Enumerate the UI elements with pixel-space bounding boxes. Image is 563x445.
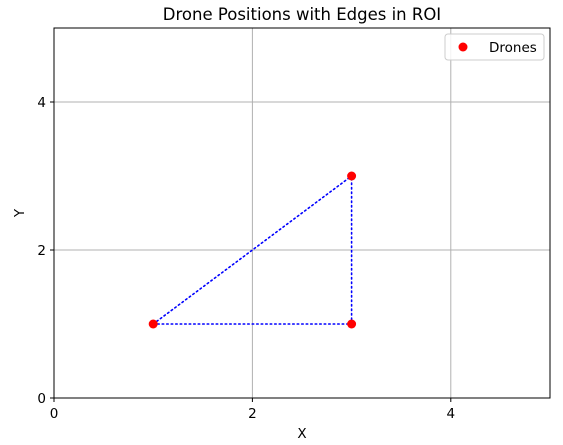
x-tick-label: 0 xyxy=(50,406,59,422)
legend-marker-drones xyxy=(458,42,468,52)
legend: Drones xyxy=(444,33,545,61)
edge-layer xyxy=(152,175,353,325)
y-axis-label: Y xyxy=(12,208,28,218)
drone-point xyxy=(347,171,357,181)
y-tick-label: 2 xyxy=(37,243,46,259)
chart-title: Drone Positions with Edges in ROI xyxy=(163,5,441,24)
y-axis-ticks: 0 2 4 xyxy=(37,95,54,407)
x-axis-label: X xyxy=(297,426,306,442)
edge-line xyxy=(152,175,353,325)
x-tick-label: 4 xyxy=(447,406,456,422)
legend-label-drones: Drones xyxy=(489,40,537,56)
plot-frame xyxy=(53,27,551,399)
drone-point xyxy=(347,319,357,329)
drone-point xyxy=(148,319,158,329)
legend-box xyxy=(444,33,545,61)
point-layer xyxy=(148,171,357,329)
y-tick-label: 4 xyxy=(37,95,46,111)
x-axis-ticks: 0 2 4 xyxy=(50,398,455,422)
x-tick-label: 2 xyxy=(248,406,257,422)
y-tick-label: 0 xyxy=(37,391,46,407)
